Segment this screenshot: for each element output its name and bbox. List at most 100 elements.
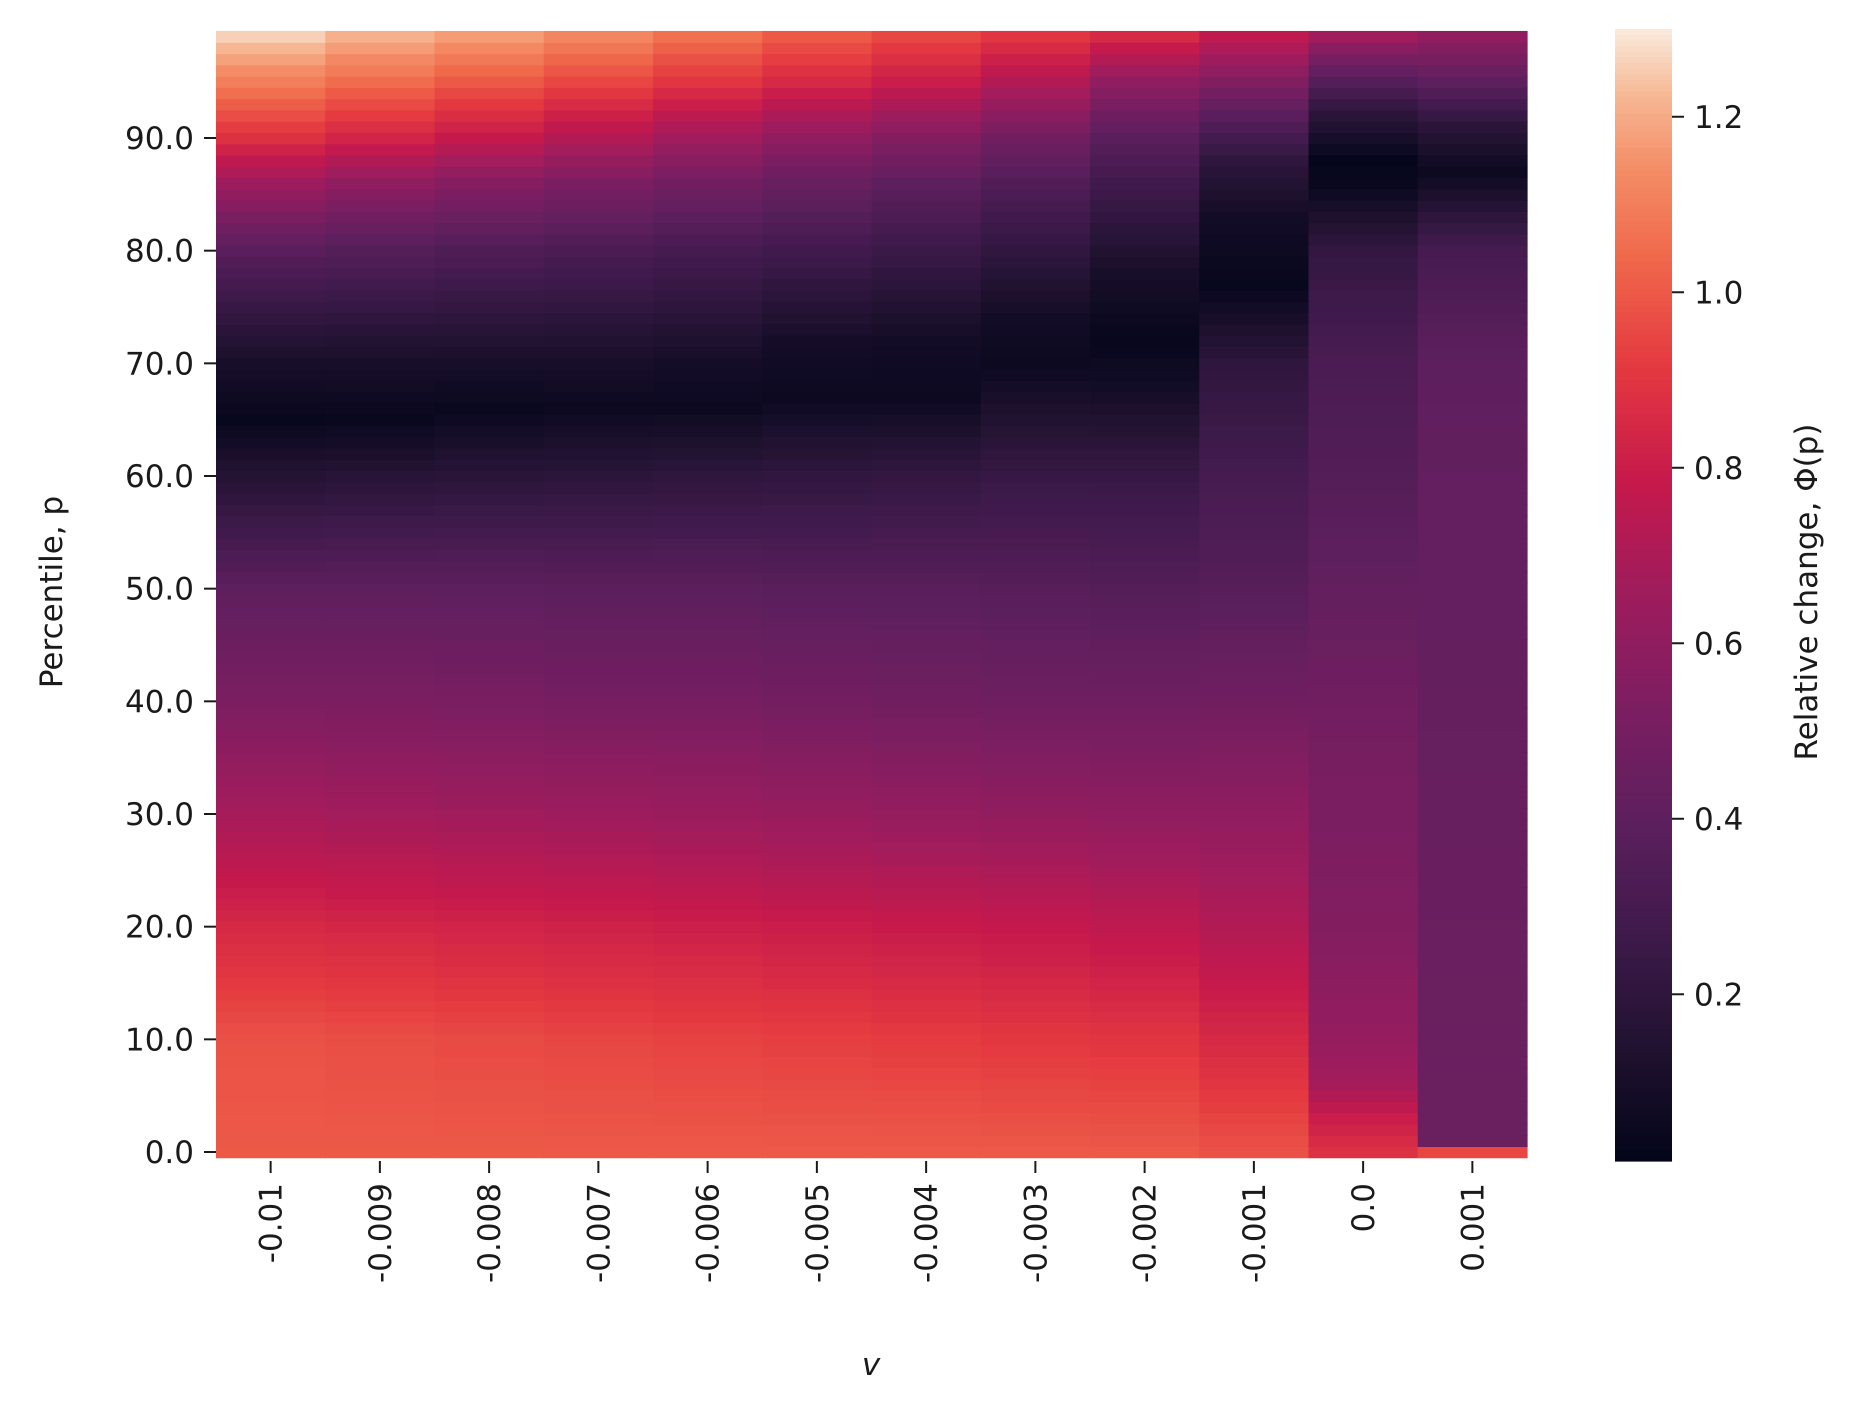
heatmap-cell [325, 414, 436, 426]
colorbar-swatch [1615, 34, 1672, 41]
heatmap-cell [871, 42, 982, 55]
heatmap-cell [434, 819, 545, 832]
heatmap-cell [871, 425, 982, 438]
heatmap-cell [653, 740, 763, 753]
heatmap-cell [216, 740, 326, 753]
heatmap-cell [1417, 797, 1528, 809]
heatmap-cell [1090, 560, 1200, 573]
heatmap-cell [1417, 763, 1528, 776]
heatmap-cell [1199, 560, 1310, 573]
heatmap-cell [1090, 1022, 1200, 1035]
heatmap-cell [762, 763, 873, 776]
heatmap-cell [1308, 121, 1419, 133]
heatmap-cell [762, 842, 873, 855]
colorbar-swatch [1615, 374, 1672, 381]
heatmap-cell [653, 966, 763, 978]
heatmap-cell [980, 459, 1091, 471]
heatmap-cell [1308, 414, 1419, 426]
heatmap-cell [762, 414, 873, 426]
heatmap-cell [325, 673, 436, 686]
heatmap-cell [871, 166, 982, 179]
colorbar-swatch [1615, 878, 1672, 885]
heatmap-cell [325, 909, 436, 922]
heatmap-cell [216, 245, 326, 257]
heatmap-cell [653, 875, 763, 888]
heatmap-cell [216, 301, 326, 314]
heatmap-cell [1090, 785, 1200, 798]
heatmap-cell [653, 1056, 763, 1069]
heatmap-cell [434, 357, 545, 370]
colorbar-swatch [1615, 1002, 1672, 1009]
heatmap-cell [543, 864, 654, 877]
heatmap-cell [1090, 166, 1200, 179]
heatmap-cell [871, 1067, 982, 1080]
heatmap-cell [1417, 1011, 1528, 1024]
y-tick-label: 80.0 [125, 234, 194, 270]
heatmap-cell [325, 898, 436, 911]
heatmap-cell [216, 256, 326, 269]
heatmap-cell [1090, 954, 1200, 967]
colorbar-swatch [1615, 611, 1672, 619]
heatmap-cell [434, 121, 545, 133]
colorbar-swatch [1615, 147, 1672, 155]
heatmap-cell [325, 312, 436, 325]
heatmap-cell [216, 999, 326, 1012]
heatmap-cell [1090, 887, 1200, 900]
heatmap-cell [871, 470, 982, 483]
heatmap-cell [434, 515, 545, 528]
heatmap-cell [543, 470, 654, 483]
heatmap-cell [1090, 64, 1200, 77]
heatmap-cell [543, 301, 654, 314]
heatmap-cell [653, 290, 763, 302]
heatmap-cell [980, 481, 1091, 494]
heatmap-cell [653, 256, 763, 269]
heatmap-cell [325, 425, 436, 438]
heatmap-cell [543, 639, 654, 652]
heatmap-cell [216, 560, 326, 573]
colorbar-swatch [1615, 1059, 1672, 1066]
heatmap-cell [980, 605, 1091, 618]
heatmap-cell [653, 571, 763, 584]
heatmap-cell [980, 842, 1091, 855]
heatmap-cell [543, 267, 654, 280]
heatmap-cell [325, 752, 436, 764]
heatmap-cell [1199, 30, 1310, 43]
heatmap-cell [216, 211, 326, 224]
heatmap-cell [1417, 752, 1528, 764]
colorbar-swatch [1615, 487, 1672, 494]
heatmap-cell [980, 368, 1091, 381]
heatmap-cell [543, 853, 654, 866]
heatmap-cell [434, 560, 545, 573]
colorbar-swatch [1615, 459, 1672, 466]
colorbar-swatch [1615, 1087, 1672, 1094]
heatmap-cell [434, 943, 545, 956]
heatmap-cell [762, 1112, 873, 1125]
colorbar-swatch [1615, 578, 1672, 585]
heatmap-cell [653, 459, 763, 471]
heatmap-cell [1090, 537, 1200, 550]
heatmap-cell [1308, 87, 1419, 100]
heatmap-cell [1308, 673, 1419, 686]
heatmap-cell [1308, 233, 1419, 246]
heatmap-cell [762, 909, 873, 922]
heatmap-cell [871, 177, 982, 190]
x-tick-label: -0.004 [909, 1183, 945, 1283]
heatmap-cell [1308, 729, 1419, 742]
colorbar-swatch [1615, 1149, 1672, 1156]
heatmap-cell [980, 414, 1091, 426]
heatmap-cell [1090, 30, 1200, 43]
colorbar-swatch [1615, 538, 1672, 545]
heatmap-cell [216, 1033, 326, 1046]
heatmap-cell [1199, 583, 1310, 595]
heatmap-cell [434, 290, 545, 302]
heatmap-cell [762, 1123, 873, 1136]
heatmap-cell [434, 346, 545, 359]
heatmap-cell [1308, 312, 1419, 325]
heatmap-cell [1090, 267, 1200, 280]
colorbar-swatch [1615, 187, 1672, 194]
colorbar-swatch [1615, 272, 1672, 279]
heatmap-cell [762, 98, 873, 111]
heatmap-cell [216, 875, 326, 888]
heatmap-cell [1090, 842, 1200, 855]
heatmap-cell [1308, 718, 1419, 731]
